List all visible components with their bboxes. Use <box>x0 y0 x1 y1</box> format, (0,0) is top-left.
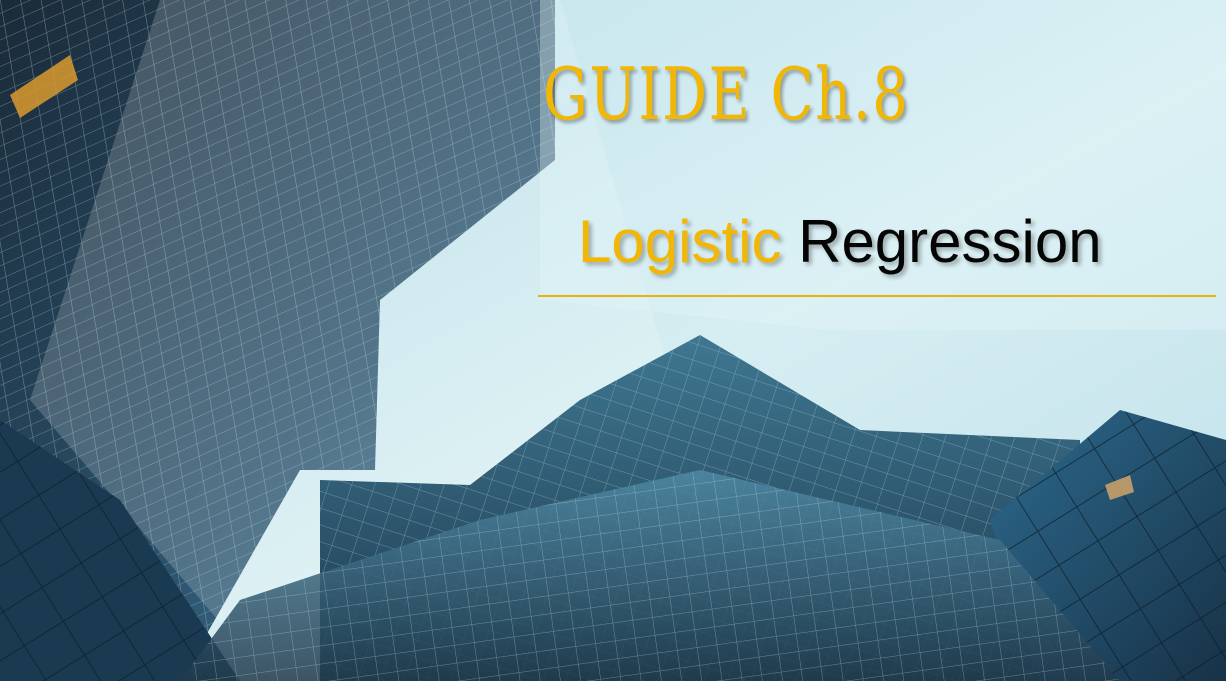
slide-subtitle: Logistic Regression <box>578 212 1102 272</box>
subtitle-rest-word: Regression <box>798 208 1102 275</box>
title-underline-divider <box>538 295 1216 297</box>
slide-title: GUIDE Ch.8 <box>543 52 910 136</box>
subtitle-accent-word: Logistic <box>578 208 782 275</box>
